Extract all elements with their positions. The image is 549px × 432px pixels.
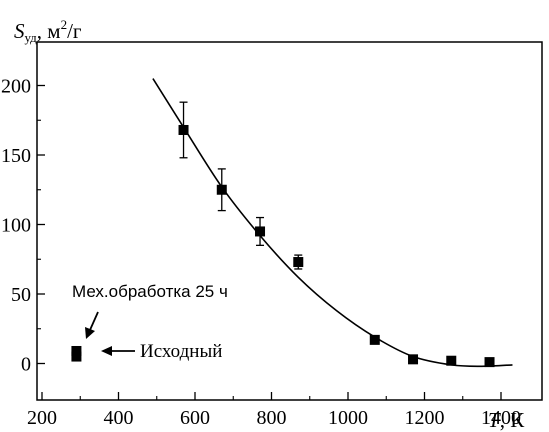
data-point — [408, 354, 419, 365]
data-point — [369, 334, 380, 345]
y-tick-label: 200 — [1, 76, 31, 98]
x-tick-label: 400 — [104, 407, 134, 429]
x-axis-label: T, К — [488, 408, 525, 432]
data-point — [446, 355, 457, 366]
ticks-layer: 200 400 600 800 1000 1200 1400 0 50 100 150 200 — [1, 76, 521, 430]
x-tick-label: 1000 — [328, 407, 368, 429]
curve-layer — [152, 78, 513, 368]
reference-point — [71, 345, 82, 356]
y-tick-label: 150 — [1, 145, 31, 167]
arrow-down-left-icon — [85, 311, 99, 339]
x-tick-label: 800 — [257, 407, 287, 429]
arrow-left-icon — [101, 346, 135, 356]
plot-frame — [36, 41, 543, 401]
y-tick-label: 0 — [21, 354, 31, 376]
y-tick-label: 100 — [1, 215, 31, 237]
points-layer — [71, 101, 495, 368]
x-tick-label: 1400 — [481, 407, 521, 429]
y-axis-label: Sуд, м2/г — [14, 17, 82, 45]
y-tick-label: 50 — [11, 284, 31, 306]
data-point — [255, 226, 266, 237]
data-point — [216, 184, 227, 195]
data-point — [178, 124, 189, 135]
annotation-initial: Исходный — [140, 341, 222, 362]
x-tick-label: 1200 — [405, 407, 445, 429]
annotation-mech-treatment: Мех.обработка 25 ч — [72, 282, 228, 301]
x-tick-label: 200 — [27, 407, 57, 429]
fit-curve — [152, 78, 513, 368]
reference-point — [71, 351, 82, 362]
x-tick-label: 600 — [180, 407, 210, 429]
data-point — [293, 257, 304, 268]
data-point — [484, 357, 495, 368]
